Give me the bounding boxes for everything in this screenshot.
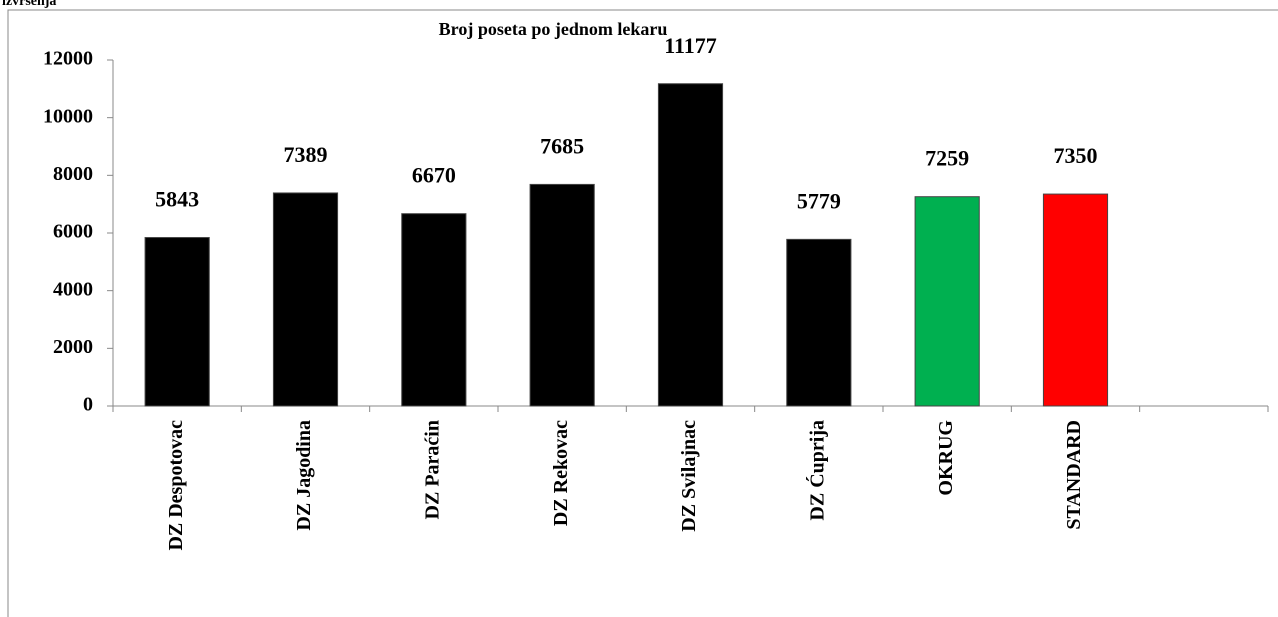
value-label: 7259 <box>925 146 969 171</box>
value-label: 7389 <box>284 142 328 167</box>
y-tick-label: 4000 <box>53 278 93 300</box>
bar <box>401 213 467 407</box>
bar <box>657 83 724 407</box>
x-tick-label: STANDARD <box>1063 420 1085 530</box>
value-label: 6670 <box>412 163 456 188</box>
x-tick-label: DZ Despotovac <box>165 420 187 551</box>
x-tick-label: DZ Ćuprija <box>804 420 828 521</box>
y-tick-label: 2000 <box>53 336 93 358</box>
bar <box>529 183 595 407</box>
x-tick-label: OKRUG <box>935 420 957 496</box>
value-label: 7350 <box>1054 143 1098 168</box>
bar <box>272 192 339 407</box>
y-tick-label: 12000 <box>43 48 93 70</box>
y-tick-label: 10000 <box>43 105 93 127</box>
bar <box>786 238 852 407</box>
y-tick-label: 6000 <box>53 221 93 243</box>
value-label: 7685 <box>540 133 584 158</box>
bar <box>144 237 210 407</box>
value-label: 5843 <box>155 187 199 212</box>
y-tick-label: 0 <box>83 394 93 416</box>
caption: izvršenja <box>2 0 56 9</box>
x-tick-label: DZ Paraćin <box>421 420 443 519</box>
x-tick-label: DZ Rekovac <box>550 420 572 526</box>
value-label: 5779 <box>797 188 841 213</box>
x-tick-label: DZ Jagodina <box>293 420 315 531</box>
bar <box>1042 193 1109 407</box>
x-tick-label: DZ Svilajnac <box>678 420 700 532</box>
value-label: 11177 <box>664 33 717 58</box>
chart-frame <box>7 9 1278 617</box>
y-tick-label: 8000 <box>53 163 93 185</box>
chart-title: Broj poseta po jednom lekaru <box>439 19 668 39</box>
bar <box>914 196 980 407</box>
